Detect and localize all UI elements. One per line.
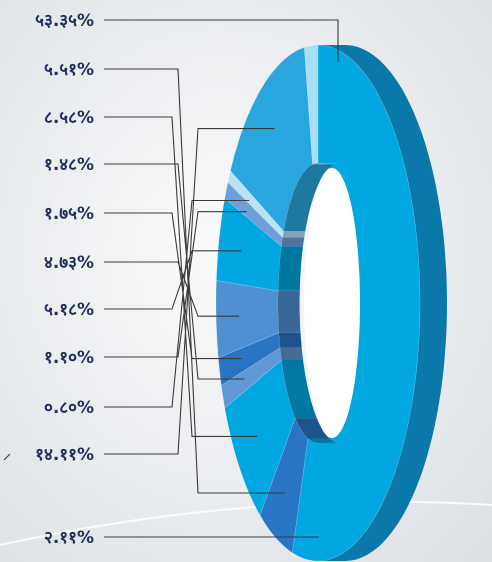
slice-inner-wall-1	[295, 418, 330, 439]
slice-inner-wall-10	[312, 163, 340, 165]
slice-inner-wall-0	[307, 438, 340, 443]
leader-line-9	[104, 128, 275, 455]
slice-label-3: १.४८%	[44, 155, 94, 175]
slice-inner-wall-8	[282, 231, 306, 238]
slice-label-9: १४.११%	[35, 445, 94, 465]
leader-line-0	[104, 19, 339, 62]
slice-label-1: ५.५१%	[44, 60, 94, 80]
slice-label-4: १.७५%	[44, 204, 94, 224]
slice-inner-wall-6	[278, 246, 303, 291]
donut-hole	[304, 168, 360, 438]
label-layer: ५३.३५% ५.५१% ८.५८% १.४८% १.७५% ४.७३% ५.१८% १.१०…	[3, 11, 339, 548]
slice-label-7: १.१०%	[44, 348, 94, 368]
leader-stub	[3, 453, 11, 461]
slice-label-8: ०.८०%	[44, 398, 94, 418]
slice-inner-wall-9	[283, 164, 335, 232]
slice-layer	[215, 44, 421, 562]
leader-line-3	[104, 163, 245, 380]
slice-label-2: ८.५८%	[44, 108, 94, 128]
leader-line-2	[104, 116, 258, 437]
slice-label-0: ५३.३५%	[35, 11, 94, 31]
slice-label-10: २.११%	[44, 528, 94, 548]
slice-label-5: ४.७३%	[44, 253, 94, 273]
slice-inner-wall-2	[281, 360, 317, 419]
slice-inner-wall-3	[280, 347, 304, 360]
leader-line-4	[104, 212, 242, 360]
slice-inner-wall-7	[281, 237, 305, 247]
slice-inner-wall-4	[278, 332, 302, 348]
donut-side	[318, 45, 447, 561]
donut-outer-side	[318, 45, 447, 561]
slice-inner-wall-5	[278, 290, 301, 333]
slice-label-6: ५.१८%	[44, 300, 94, 320]
leader-line-8	[104, 199, 250, 408]
leader-line-6	[104, 250, 242, 310]
